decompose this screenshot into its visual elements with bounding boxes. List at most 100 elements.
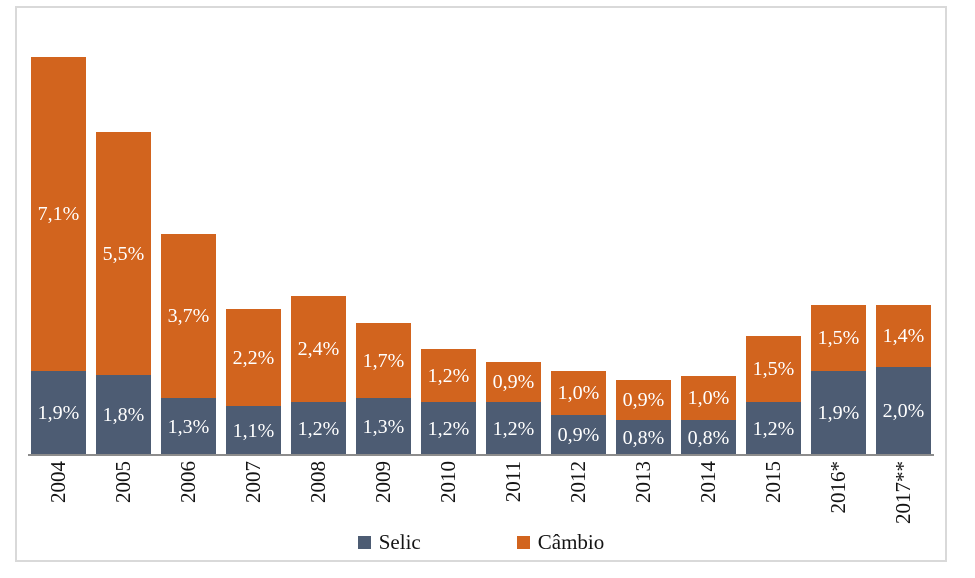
x-tick: 2008: [291, 461, 346, 524]
bar-column: 0,9% 0,8%: [616, 380, 671, 455]
bar-segment-selic: 1,2%: [746, 402, 801, 455]
bar-column: 5,5% 1,8%: [96, 132, 151, 455]
bar-column: 0,9% 1,2%: [486, 362, 541, 455]
legend-label-selic: Selic: [378, 530, 421, 554]
x-tick-label: 2006: [176, 461, 200, 503]
x-tick-label: 2007: [241, 461, 265, 503]
bar-value-label: 1,0%: [557, 382, 600, 404]
bar-value-label: 1,0%: [687, 387, 730, 409]
bar-value-label: 5,5%: [102, 242, 145, 265]
bar-segment-cambio: 0,9%: [616, 380, 671, 420]
x-tick: 2011: [486, 461, 541, 524]
bar-segment-selic: 2,0%: [876, 367, 931, 455]
x-tick: 2004: [31, 461, 86, 524]
bar-value-label: 1,2%: [427, 364, 470, 387]
x-tick-label: 2015: [761, 461, 785, 503]
bar-segment-selic: 1,3%: [161, 398, 216, 455]
bar-value-label: 7,1%: [37, 203, 80, 225]
bar-segment-selic: 0,9%: [551, 415, 606, 455]
bar-segment-cambio: 1,5%: [746, 336, 801, 402]
bar-segment-cambio: 1,7%: [356, 323, 411, 398]
bar-column: 2,2% 1,1%: [226, 309, 281, 455]
x-tick: 2014: [681, 461, 736, 524]
x-tick: 2016*: [811, 461, 866, 524]
bar-value-label: 1,8%: [102, 404, 145, 426]
x-tick-label: 2011: [501, 461, 525, 503]
x-tick-label: 2013: [631, 461, 655, 503]
bar-column: 1,0% 0,8%: [681, 376, 736, 455]
bar-value-label: 1,2%: [752, 417, 795, 440]
bar-value-label: 2,2%: [232, 346, 275, 369]
bar-segment-cambio: 5,5%: [96, 132, 151, 375]
bar-segment-cambio: 1,5%: [811, 305, 866, 371]
chart-frame: 7,1% 1,9% 5,5% 1,8% 3,7% 1,3% 2,2% 1,1% 2,4% 1,2%…: [15, 6, 947, 562]
legend-item-cambio: Câmbio: [516, 530, 605, 554]
bar-segment-cambio: 1,0%: [551, 371, 606, 415]
bar-value-label: 1,2%: [427, 417, 470, 440]
x-tick: 2015: [746, 461, 801, 524]
x-tick: 2007: [226, 461, 281, 524]
x-tick-label: 2016*: [826, 461, 850, 514]
x-tick-label: 2004: [46, 461, 70, 503]
x-tick: 2010: [421, 461, 476, 524]
legend-swatch-selic-icon: [357, 536, 371, 549]
bar-segment-selic: 0,8%: [681, 420, 736, 455]
legend: Selic Câmbio: [17, 532, 945, 553]
bars-area: 7,1% 1,9% 5,5% 1,8% 3,7% 1,3% 2,2% 1,1% 2,4% 1,2%…: [31, 8, 931, 455]
bar-value-label: 1,4%: [882, 325, 925, 347]
bar-segment-cambio: 0,9%: [486, 362, 541, 402]
bar-value-label: 0,9%: [557, 424, 600, 446]
x-tick-label: 2010: [436, 461, 460, 503]
bar-value-label: 0,9%: [622, 389, 665, 411]
bar-value-label: 1,5%: [817, 327, 860, 349]
bar-value-label: 3,7%: [167, 305, 210, 327]
x-tick-label: 2012: [566, 461, 590, 503]
x-tick: 2013: [616, 461, 671, 524]
legend-swatch-cambio-icon: [516, 536, 530, 549]
bar-value-label: 1,3%: [362, 415, 405, 438]
bar-column: 2,4% 1,2%: [291, 296, 346, 455]
bar-value-label: 1,1%: [232, 419, 275, 442]
x-tick: 2006: [161, 461, 216, 524]
x-tick-label: 2008: [306, 461, 330, 503]
bar-column: 7,1% 1,9%: [31, 57, 86, 455]
x-tick: 2005: [96, 461, 151, 524]
bar-segment-selic: 1,2%: [486, 402, 541, 455]
bar-value-label: 1,7%: [362, 349, 405, 372]
x-tick: 2017**: [876, 461, 931, 524]
x-tick-label: 2014: [696, 461, 720, 503]
bar-column: 1,7% 1,3%: [356, 323, 411, 455]
bar-segment-selic: 1,9%: [31, 371, 86, 455]
bar-segment-selic: 1,2%: [291, 402, 346, 455]
bar-column: 3,7% 1,3%: [161, 234, 216, 455]
bar-value-label: 2,0%: [882, 400, 925, 422]
bar-segment-selic: 0,8%: [616, 420, 671, 455]
x-axis-labels: 2004 2005 2006 2007 2008 2009 2010 2011 2012 2013…: [31, 461, 931, 524]
x-tick-label: 2009: [371, 461, 395, 503]
bar-segment-selic: 1,3%: [356, 398, 411, 455]
bar-value-label: 1,9%: [37, 402, 80, 424]
x-tick-label: 2017**: [891, 461, 915, 524]
bar-value-label: 1,2%: [492, 417, 535, 440]
bar-segment-cambio: 1,4%: [876, 305, 931, 367]
bar-value-label: 2,4%: [297, 338, 340, 360]
bar-value-label: 1,3%: [167, 415, 210, 438]
legend-item-selic: Selic: [357, 530, 421, 554]
bar-column: 1,0% 0,9%: [551, 371, 606, 455]
bar-column: 1,4% 2,0%: [876, 305, 931, 455]
x-tick-label: 2005: [111, 461, 135, 503]
bar-segment-cambio: 1,2%: [421, 349, 476, 402]
bar-segment-cambio: 2,2%: [226, 309, 281, 406]
bar-segment-cambio: 2,4%: [291, 296, 346, 402]
bar-column: 1,2% 1,2%: [421, 349, 476, 455]
bar-segment-selic: 1,2%: [421, 402, 476, 455]
bar-column: 1,5% 1,2%: [746, 336, 801, 455]
bar-segment-cambio: 3,7%: [161, 234, 216, 398]
x-axis-line: [28, 454, 934, 456]
legend-label-cambio: Câmbio: [537, 530, 605, 554]
bar-segment-selic: 1,1%: [226, 406, 281, 455]
bar-column: 1,5% 1,9%: [811, 305, 866, 455]
bar-value-label: 0,9%: [492, 371, 535, 393]
bar-segment-cambio: 1,0%: [681, 376, 736, 420]
